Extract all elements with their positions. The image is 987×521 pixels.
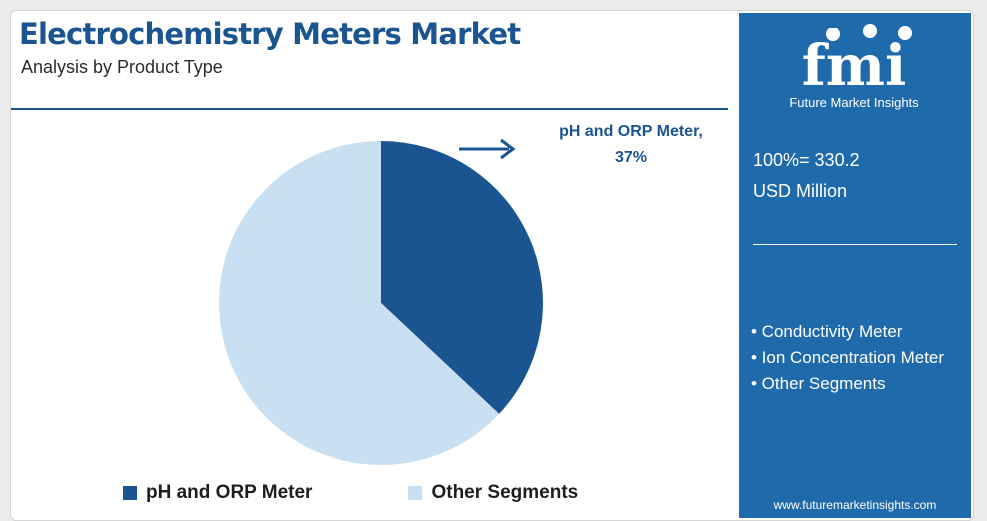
pie-chart	[219, 141, 543, 465]
other-segments-list: • Conductivity Meter • Ion Concentration…	[751, 319, 961, 397]
chart-subtitle: Analysis by Product Type	[21, 57, 223, 77]
segment-item-conductivity: • Conductivity Meter	[751, 322, 903, 341]
chart-legend: pH and ORP Meter Other Segments	[123, 482, 674, 504]
market-total-unit: USD Million	[753, 181, 848, 201]
sidebar-divider	[753, 244, 957, 245]
callout-arrow-icon	[459, 138, 516, 160]
legend-item-other: Other Segments	[408, 482, 578, 504]
market-total-value: 100%= 330.2	[753, 150, 860, 170]
pie-slice-ph-and-orp-meter	[381, 141, 543, 414]
website-link[interactable]: www.futuremarketinsights.com	[773, 498, 937, 512]
chart-card: Electrochemistry Meters Market Analysis …	[10, 10, 974, 521]
legend-swatch-ph-orp	[123, 486, 137, 500]
fmi-logo: fmi Future Market Insights	[769, 21, 939, 111]
legend-label-other: Other Segments	[431, 482, 579, 503]
segment-item-other: • Other Segments	[751, 374, 886, 393]
logo-text: fmi	[802, 33, 907, 93]
market-total: 100%= 330.2 USD Million	[753, 145, 860, 207]
legend-swatch-other	[408, 486, 423, 500]
title-divider	[11, 108, 728, 110]
logo-subtitle: Future Market Insights	[789, 95, 919, 110]
slice-callout: pH and ORP Meter, 37%	[531, 119, 731, 171]
callout-value: 37%	[614, 149, 648, 166]
chart-title: Electrochemistry Meters Market	[19, 17, 521, 51]
segment-item-ion-concentration: • Ion Concentration Meter	[751, 348, 945, 367]
legend-item-ph-orp: pH and ORP Meter	[123, 482, 312, 504]
info-sidebar: fmi Future Market Insights 100%= 330.2 U…	[739, 13, 971, 518]
fmi-logo-mark-icon: fmi	[802, 24, 912, 99]
legend-label-ph-orp: pH and ORP Meter	[146, 482, 313, 503]
callout-label: pH and ORP Meter,	[559, 123, 703, 140]
pie-slice-other-segments	[219, 141, 500, 465]
